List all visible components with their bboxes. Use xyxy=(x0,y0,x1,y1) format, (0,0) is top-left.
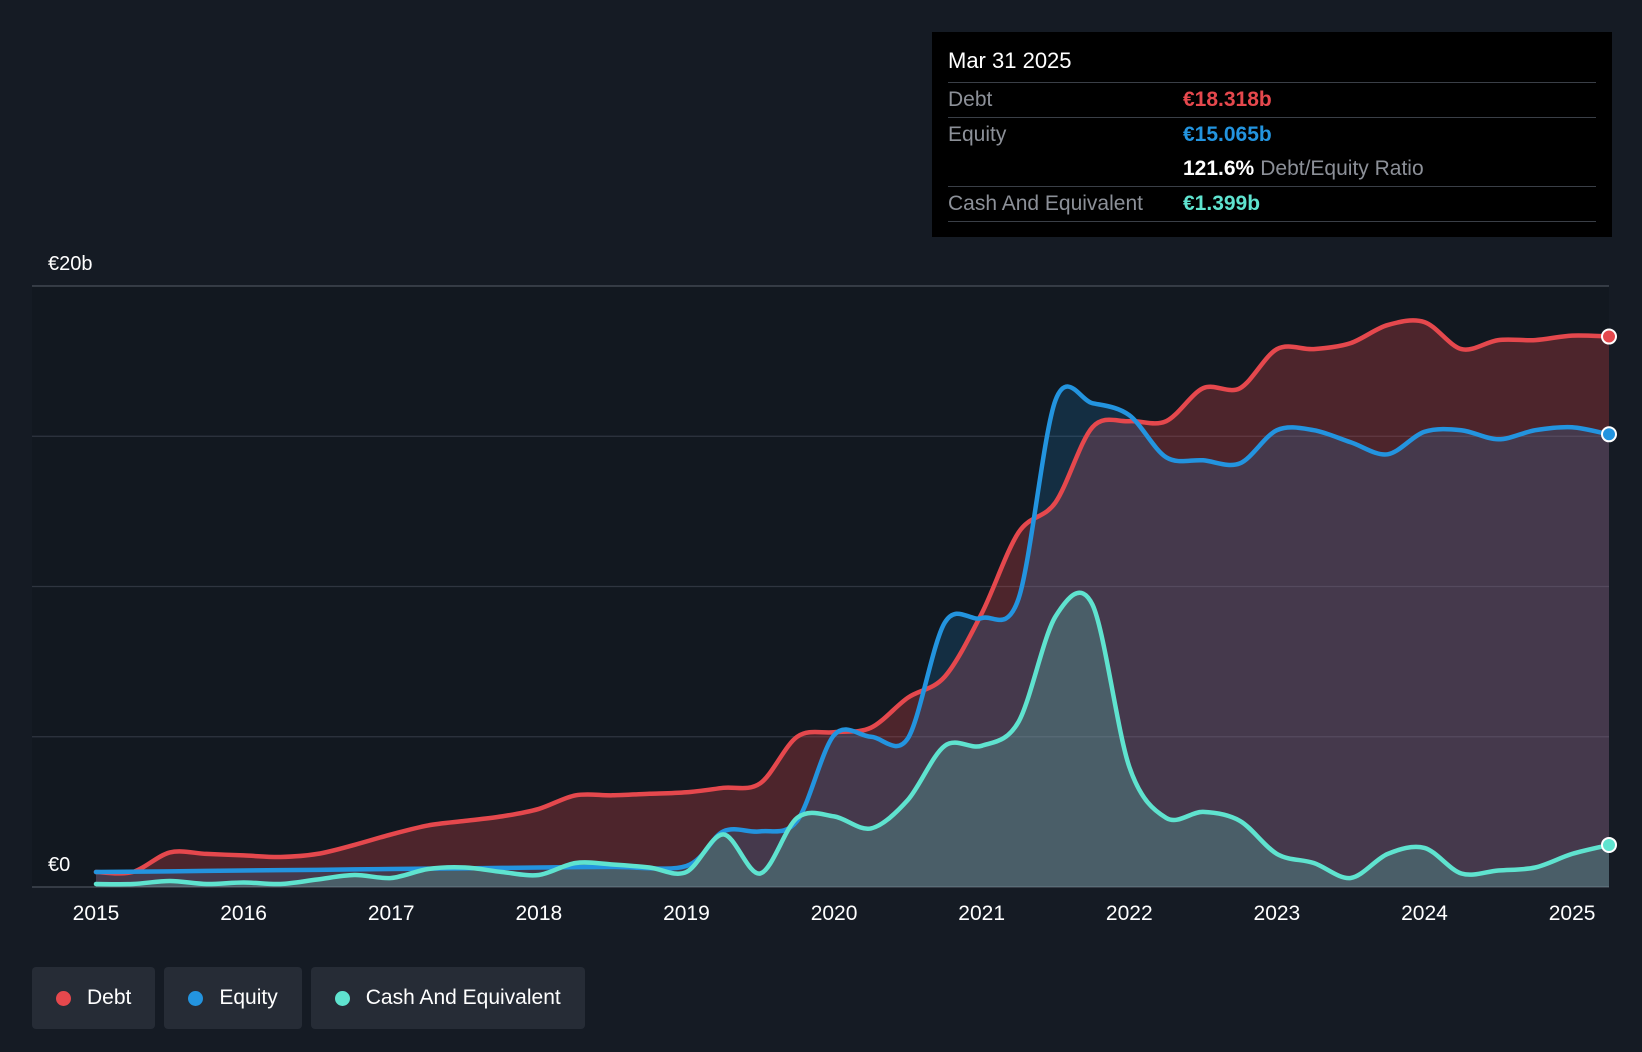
x-tick-label: 2020 xyxy=(811,902,858,925)
legend-item-equity[interactable]: Equity xyxy=(164,967,302,1029)
tooltip-debt-label: Debt xyxy=(948,88,993,111)
tooltip-debt-row: Debt €18.318b xyxy=(948,83,1596,118)
x-tick-label: 2016 xyxy=(220,902,267,925)
equity-area xyxy=(96,386,1609,887)
tooltip-debt-value: €18.318b xyxy=(1183,88,1272,111)
tooltip-cash-row: Cash And Equivalent €1.399b xyxy=(948,187,1596,222)
x-tick-label: 2015 xyxy=(73,902,120,925)
legend-label: Cash And Equivalent xyxy=(365,986,561,1009)
tooltip-panel: Mar 31 2025 Debt €18.318b Equity €15.065… xyxy=(932,32,1612,237)
x-tick-label: 2024 xyxy=(1401,902,1448,925)
line-layer xyxy=(93,318,1612,887)
legend-dot-icon xyxy=(188,990,204,1006)
debt-end-marker xyxy=(1601,328,1617,345)
legend-label: Equity xyxy=(219,986,278,1009)
x-tick-label: 2017 xyxy=(368,902,415,925)
debt-line xyxy=(93,318,1612,876)
grid-layer xyxy=(32,285,1609,888)
legend-item-debt[interactable]: Debt xyxy=(32,967,156,1029)
legend-label: Debt xyxy=(87,986,132,1009)
x-tick-label: 2022 xyxy=(1106,902,1153,925)
y-tick-label: €20b xyxy=(48,253,93,275)
x-tick-label: 2025 xyxy=(1549,902,1596,925)
tooltip-date: Mar 31 2025 xyxy=(948,46,1596,83)
debt-area xyxy=(96,320,1609,888)
equity-end-marker xyxy=(1601,426,1617,443)
tooltip-equity-row: Equity €15.065b xyxy=(948,118,1596,152)
area-layer xyxy=(96,320,1609,888)
tooltip-cash-value: €1.399b xyxy=(1183,192,1261,215)
label-layer: €20b €0 2015 2016 2017 2018 2019 2020 2021 2022 20… xyxy=(48,253,1595,925)
legend-dot-icon xyxy=(56,990,71,1006)
x-tick-label: 2019 xyxy=(663,902,710,925)
tooltip-equity-value: €15.065b xyxy=(1183,123,1272,146)
tooltip-cash-label: Cash And Equivalent xyxy=(948,192,1143,215)
cash-line xyxy=(93,590,1612,887)
legend-dot-icon xyxy=(334,990,350,1006)
tooltip-equity-label: Equity xyxy=(948,123,1007,146)
cash-area xyxy=(96,592,1609,887)
tooltip-ratio-value: 121.6% xyxy=(1183,157,1255,180)
x-tick-label: 2018 xyxy=(515,902,562,925)
y-tick-label: €0 xyxy=(48,854,70,876)
x-tick-label: 2023 xyxy=(1254,902,1301,925)
cash-end-marker xyxy=(1601,836,1617,853)
x-tick-label: 2021 xyxy=(958,902,1005,925)
legend: Debt Equity Cash And Equivalent xyxy=(32,967,585,1029)
tooltip-ratio-row: 121.6% Debt/Equity Ratio xyxy=(948,152,1596,187)
legend-item-cash[interactable]: Cash And Equivalent xyxy=(310,967,585,1029)
tooltip-ratio-label: Debt/Equity Ratio xyxy=(1260,157,1424,180)
marker-layer xyxy=(1601,328,1617,853)
